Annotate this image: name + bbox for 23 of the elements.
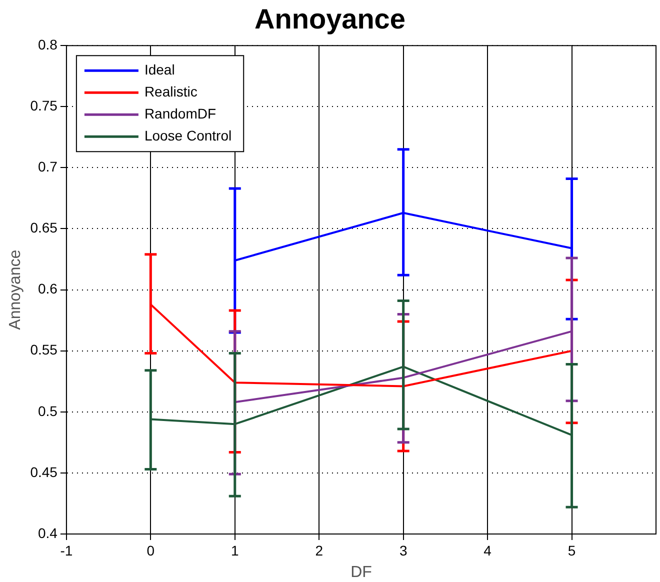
- y-tick-label: 0.55: [30, 342, 58, 358]
- y-tick-label: 0.65: [30, 220, 58, 236]
- y-tick-label: 0.8: [38, 36, 58, 52]
- y-tick-label: 0.4: [38, 524, 58, 541]
- x-tick-label: 1: [230, 542, 239, 558]
- legend-label: Ideal: [144, 61, 175, 78]
- y-tick-label: 0.45: [30, 464, 58, 480]
- y-tick-label: 0.75: [30, 98, 58, 114]
- legend-label: RandomDF: [144, 105, 216, 122]
- y-tick-label: 0.7: [38, 158, 58, 175]
- legend-label: Loose Control: [144, 127, 232, 144]
- y-tick-label: 0.6: [38, 280, 58, 297]
- x-tick-label: 5: [568, 542, 576, 558]
- legend-label: Realistic: [144, 83, 198, 100]
- x-tick-label: -1: [60, 542, 73, 558]
- x-tick-label: 2: [315, 542, 324, 558]
- x-axis-title: DF: [350, 564, 372, 581]
- x-tick-label: 0: [146, 542, 155, 558]
- y-tick-label: 0.5: [38, 402, 58, 419]
- y-axis-title: Annoyance: [7, 250, 24, 330]
- chart-title: Annoyance: [254, 4, 406, 35]
- x-tick-label: 3: [399, 542, 408, 558]
- x-tick-label: 4: [484, 542, 492, 558]
